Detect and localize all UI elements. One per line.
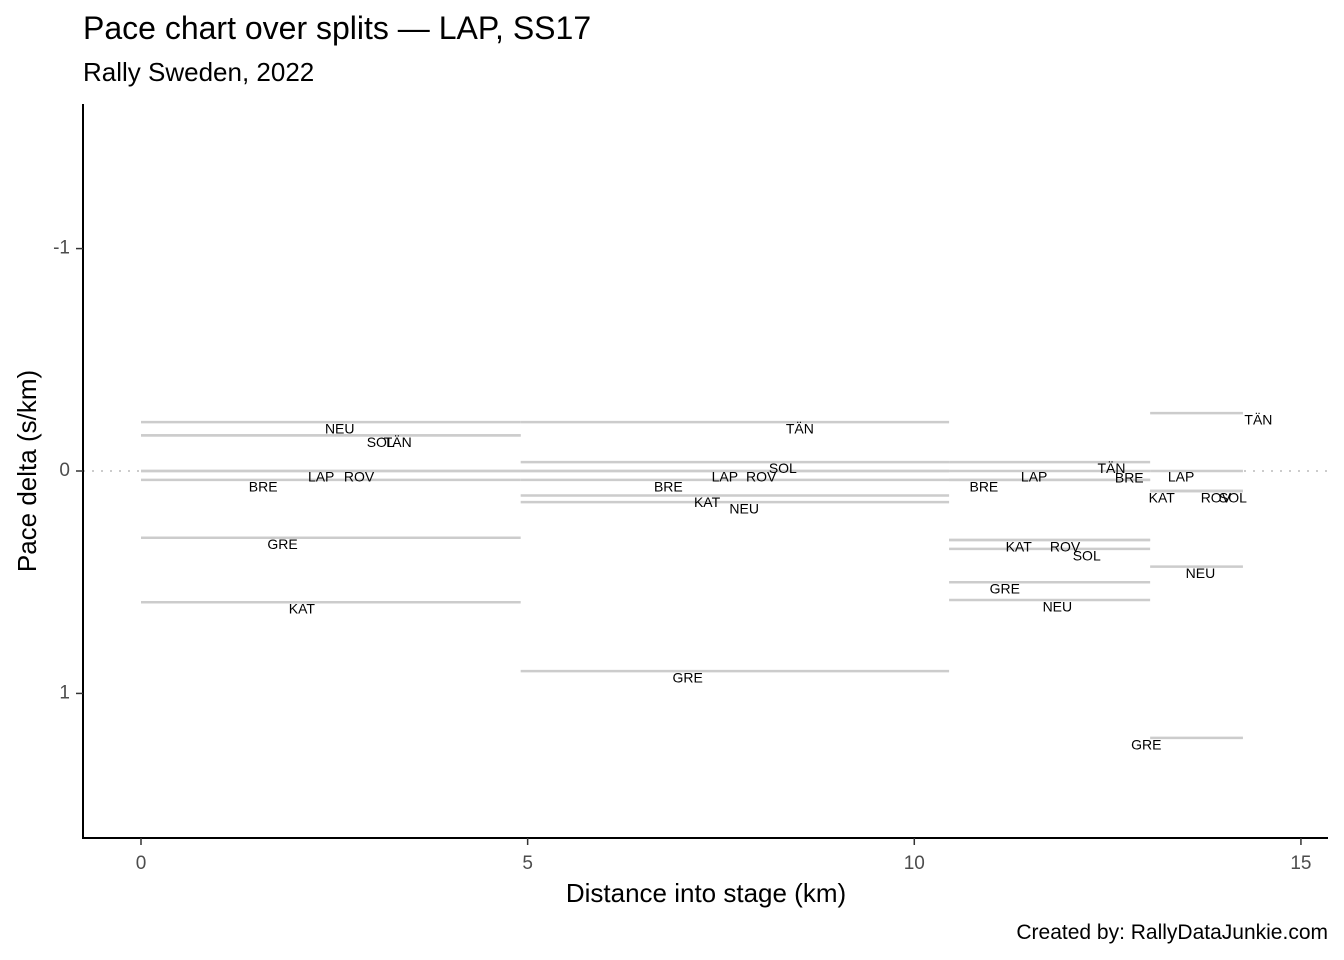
driver-label: NEU	[1043, 598, 1073, 614]
driver-label: TÄN	[1244, 412, 1272, 428]
x-axis-title: Distance into stage (km)	[566, 878, 846, 908]
driver-label: SOL	[1073, 547, 1101, 563]
driver-label: LAP	[1021, 468, 1047, 484]
driver-label: SOL	[1219, 490, 1247, 506]
driver-label: KAT	[694, 494, 721, 510]
driver-label: KAT	[289, 601, 316, 617]
y-tick-label: -1	[53, 238, 70, 259]
driver-label: KAT	[1006, 538, 1033, 554]
driver-label: SOL	[367, 434, 395, 450]
driver-label: GRE	[990, 581, 1020, 597]
driver-label: LAP	[308, 468, 334, 484]
driver-label: SOL	[769, 460, 797, 476]
driver-label: ROV	[1050, 538, 1081, 554]
driver-label: BRE	[969, 478, 998, 494]
y-tick-label: 0	[59, 460, 70, 481]
segments-layer	[140, 411, 1243, 740]
driver-label: BRE	[1115, 469, 1144, 485]
driver-label: GRE	[673, 670, 703, 686]
driver-label: NEU	[325, 421, 355, 437]
driver-label: GRE	[267, 536, 297, 552]
driver-label: ROV	[344, 468, 375, 484]
driver-label: LAP	[712, 468, 738, 484]
driver-label: TÄN	[1097, 460, 1125, 476]
driver-label: ROV	[1201, 490, 1232, 506]
driver-label: ROV	[746, 468, 777, 484]
chart-title: Pace chart over splits — LAP, SS17	[83, 10, 592, 46]
x-tick-label: 0	[136, 853, 147, 874]
driver-label: NEU	[729, 501, 759, 517]
y-axis-title: Pace delta (s/km)	[12, 370, 42, 572]
driver-label: NEU	[1186, 565, 1216, 581]
driver-label: TÄN	[384, 434, 412, 450]
driver-label: BRE	[249, 478, 278, 494]
driver-label: LAP	[1168, 468, 1194, 484]
driver-label: GRE	[1131, 736, 1161, 752]
x-tick-label: 15	[1290, 853, 1311, 874]
chart-caption: Created by: RallyDataJunkie.com	[1016, 921, 1328, 944]
chart-subtitle: Rally Sweden, 2022	[83, 57, 315, 87]
driver-label: KAT	[1149, 490, 1176, 506]
y-tick-label: 1	[59, 682, 70, 703]
x-tick-label: 5	[522, 853, 533, 874]
axes-layer: 0 5 10 15 -1 0 1	[53, 104, 1328, 874]
driver-label: BRE	[654, 478, 683, 494]
driver-label: TÄN	[786, 421, 814, 437]
x-tick-label: 10	[904, 853, 925, 874]
